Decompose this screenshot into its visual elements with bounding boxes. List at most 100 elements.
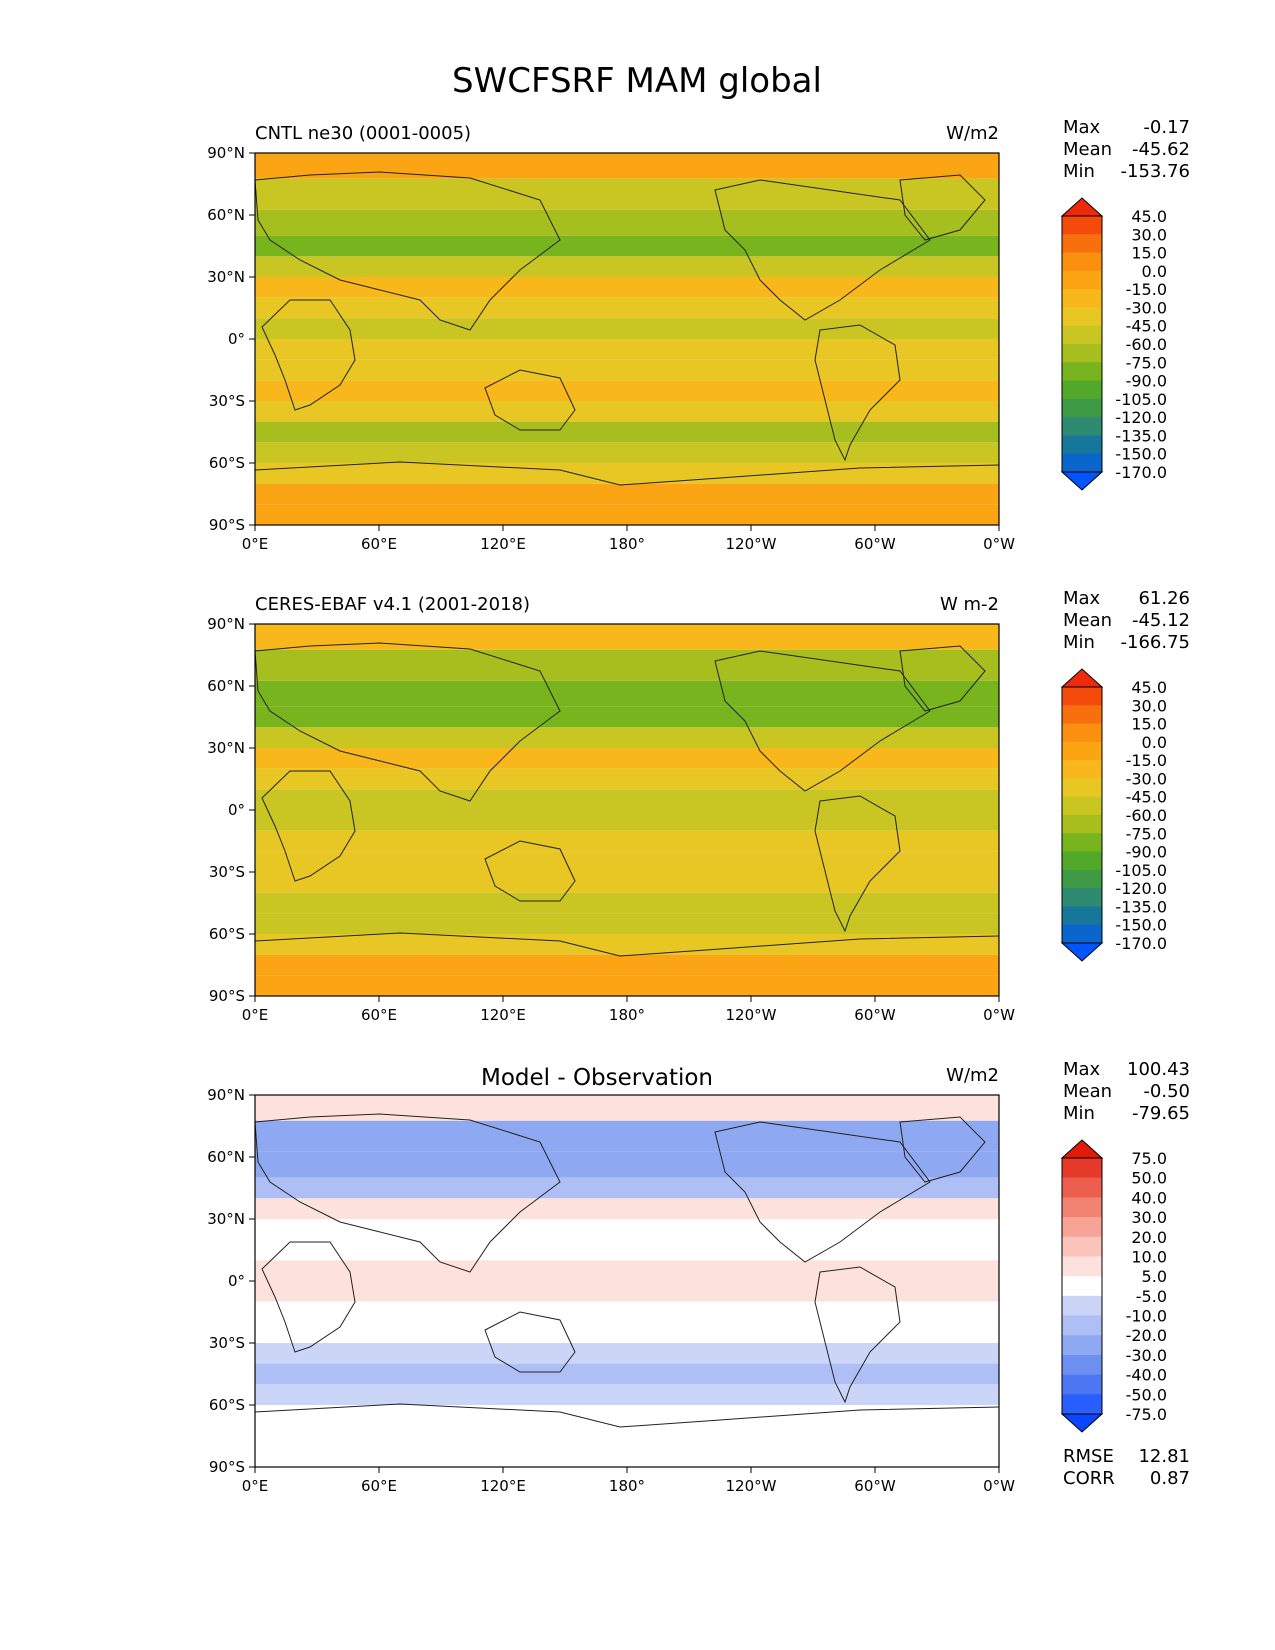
zonal-band xyxy=(255,748,999,769)
x-tick-label: 120°E xyxy=(480,1006,526,1024)
map-panel-2: CERES-EBAF v4.1 (2001-2018) W m-2 0°E 60°E 1… xyxy=(207,588,1190,1024)
colorbar-segment xyxy=(1062,1295,1102,1317)
colorbar-label: 30.0 xyxy=(1131,1208,1167,1227)
x-tick-label: 60°E xyxy=(361,1006,397,1024)
colorbar-segment xyxy=(1062,906,1102,926)
colorbar-label: -105.0 xyxy=(1115,390,1167,409)
colorbar-segment xyxy=(1062,252,1102,272)
stat-value: -45.12 xyxy=(1132,610,1190,631)
stat-label: Max xyxy=(1063,588,1101,609)
panel-subtitle: Model - Observation xyxy=(481,1065,713,1091)
coastline-path xyxy=(254,932,1000,957)
panel-units: W m-2 xyxy=(940,594,999,615)
colorbar-label: 20.0 xyxy=(1131,1228,1167,1247)
coastline-path xyxy=(714,179,931,321)
x-tick-label: 60°E xyxy=(361,535,397,553)
colorbar-segment xyxy=(1062,705,1102,725)
colorbar-segment xyxy=(1062,1256,1102,1277)
colorbar-label: -105.0 xyxy=(1115,861,1167,880)
colorbar-segment xyxy=(1062,851,1102,871)
x-tick-label: 60°W xyxy=(854,1006,896,1024)
panel-subtitle: CERES-EBAF v4.1 (2001-2018) xyxy=(255,594,530,615)
coastline-path xyxy=(899,645,986,712)
zonal-band xyxy=(255,1301,999,1323)
panel-subtitle: CNTL ne30 (0001-0005) xyxy=(255,123,471,144)
zonal-band xyxy=(255,1239,999,1261)
y-tick-label: 60°S xyxy=(209,454,245,472)
zonal-band xyxy=(255,768,999,790)
colorbar-segment xyxy=(1062,325,1102,345)
stat-value: -0.50 xyxy=(1143,1081,1190,1102)
zonal-band xyxy=(255,1120,999,1152)
stat-label: Min xyxy=(1063,632,1095,653)
colorbar-label: 5.0 xyxy=(1142,1267,1167,1286)
y-tick-label: 90°S xyxy=(209,1458,245,1476)
colorbar-segment xyxy=(1062,398,1102,418)
zonal-band xyxy=(255,872,999,893)
colorbar-label: -150.0 xyxy=(1115,916,1167,935)
colorbar-label: 30.0 xyxy=(1131,225,1167,244)
colorbar-label: -60.0 xyxy=(1126,806,1167,825)
zonal-band xyxy=(255,1384,999,1405)
zonal-band xyxy=(255,1219,999,1240)
colorbar-label: -30.0 xyxy=(1126,1346,1167,1365)
stat-label: Max xyxy=(1063,1059,1101,1080)
colorbar-segment xyxy=(1062,1197,1102,1218)
panel-units: W/m2 xyxy=(946,1065,999,1086)
colorbar-label: -15.0 xyxy=(1126,280,1167,299)
zonal-band xyxy=(255,463,999,484)
colorbar-segment xyxy=(1062,344,1102,363)
zonal-band xyxy=(255,483,999,505)
colorbar-label: -150.0 xyxy=(1115,445,1167,464)
colorbar-label: 75.0 xyxy=(1131,1149,1167,1168)
extra-stat-label: RMSE xyxy=(1063,1446,1114,1467)
colorbar-segment xyxy=(1062,796,1102,816)
stat-label: Mean xyxy=(1063,139,1112,160)
colorbar-label: -135.0 xyxy=(1115,426,1167,445)
zonal-band xyxy=(255,1425,999,1447)
zonal-band xyxy=(255,256,999,277)
colorbar-frame xyxy=(1061,215,1103,473)
stat-label: Mean xyxy=(1063,1081,1112,1102)
zonal-band xyxy=(255,892,999,914)
zonal-band xyxy=(255,442,999,463)
colorbar-label: -20.0 xyxy=(1126,1326,1167,1345)
y-tick-label: 0° xyxy=(228,1272,245,1290)
zonal-band xyxy=(255,401,999,422)
x-tick-label: 60°W xyxy=(854,1477,896,1495)
coastline-group xyxy=(254,642,1000,957)
colorbar-segment xyxy=(1062,453,1102,473)
colorbar-segment xyxy=(1062,687,1102,706)
coastline-path xyxy=(254,642,561,802)
colorbar-label: -90.0 xyxy=(1126,372,1167,391)
x-tick-label: 180° xyxy=(609,1477,645,1495)
colorbar-segment xyxy=(1062,1354,1102,1376)
colorbar-segment xyxy=(1062,362,1102,382)
colorbar-label: 0.0 xyxy=(1142,733,1167,752)
colorbar-segment xyxy=(1062,741,1102,761)
zonal-band xyxy=(255,209,999,236)
colorbar-label: 15.0 xyxy=(1131,715,1167,734)
x-tick-label: 120°E xyxy=(480,1477,526,1495)
colorbar-label: 45.0 xyxy=(1131,207,1167,226)
colorbar-label: -75.0 xyxy=(1126,824,1167,843)
stat-value: -166.75 xyxy=(1121,632,1190,653)
y-tick-label: 60°S xyxy=(209,925,245,943)
zonal-band xyxy=(255,706,999,728)
x-tick-label: 120°E xyxy=(480,535,526,553)
colorbar-label: -75.0 xyxy=(1126,353,1167,372)
y-tick-label: 0° xyxy=(228,801,245,819)
zonal-band xyxy=(255,235,999,257)
y-tick-label: 30°S xyxy=(209,1334,245,1352)
colorbar-frame xyxy=(1061,1157,1103,1415)
y-tick-label: 30°S xyxy=(209,863,245,881)
coastline-path xyxy=(899,174,986,241)
stat-value: -79.65 xyxy=(1132,1103,1190,1124)
coastline-path xyxy=(484,1311,576,1373)
stat-value: 100.43 xyxy=(1127,1059,1190,1080)
coastline-path xyxy=(261,299,356,411)
colorbar-label: 0.0 xyxy=(1142,262,1167,281)
colorbar-label: -40.0 xyxy=(1126,1366,1167,1385)
coastline-group xyxy=(254,1113,1000,1428)
x-tick-label: 0°W xyxy=(983,1006,1015,1024)
